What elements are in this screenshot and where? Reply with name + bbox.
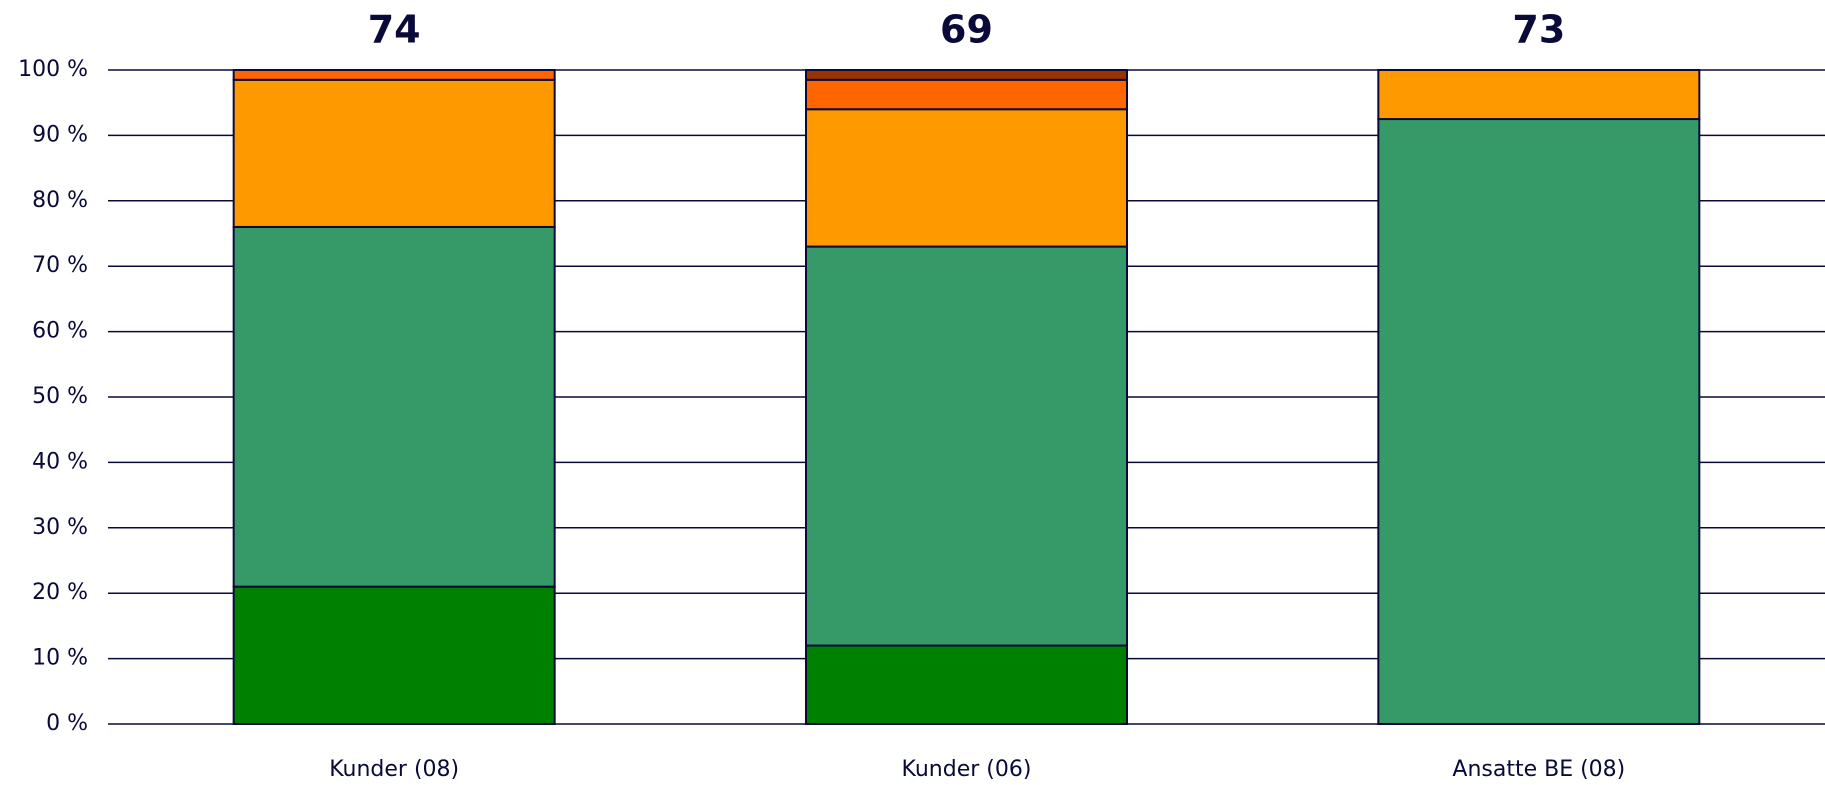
bar-segment <box>232 225 556 588</box>
bar-segment <box>805 245 1128 647</box>
y-tick-label: 20 % <box>32 580 88 605</box>
x-tick-label: Ansatte BE (08) <box>1452 757 1625 782</box>
bar-segment <box>1377 118 1701 726</box>
y-tick-label: 70 % <box>32 253 88 278</box>
bar-segment <box>805 644 1128 726</box>
bar-segment <box>1377 69 1701 121</box>
y-tick-label: 40 % <box>32 449 88 474</box>
total-label: 73 <box>1512 8 1565 52</box>
y-tick-label: 0 % <box>46 711 88 736</box>
x-tick-label: Kunder (08) <box>329 757 459 782</box>
y-tick-label: 80 % <box>32 188 88 213</box>
y-tick-label: 50 % <box>32 384 88 409</box>
total-label: 69 <box>940 8 993 52</box>
y-tick-label: 10 % <box>32 646 88 671</box>
x-tick-label: Kunder (06) <box>902 757 1032 782</box>
bar-segment <box>232 69 556 81</box>
y-tick-label: 60 % <box>32 319 88 344</box>
bar-segment <box>232 585 556 725</box>
y-tick-label: 100 % <box>18 57 88 82</box>
y-tick-label: 90 % <box>32 122 88 147</box>
bar-segment <box>232 78 556 228</box>
bar-segment <box>805 69 1128 81</box>
total-label: 74 <box>368 8 421 52</box>
bar-segment <box>805 78 1128 111</box>
bar-segment <box>805 108 1128 248</box>
y-tick-label: 30 % <box>32 515 88 540</box>
